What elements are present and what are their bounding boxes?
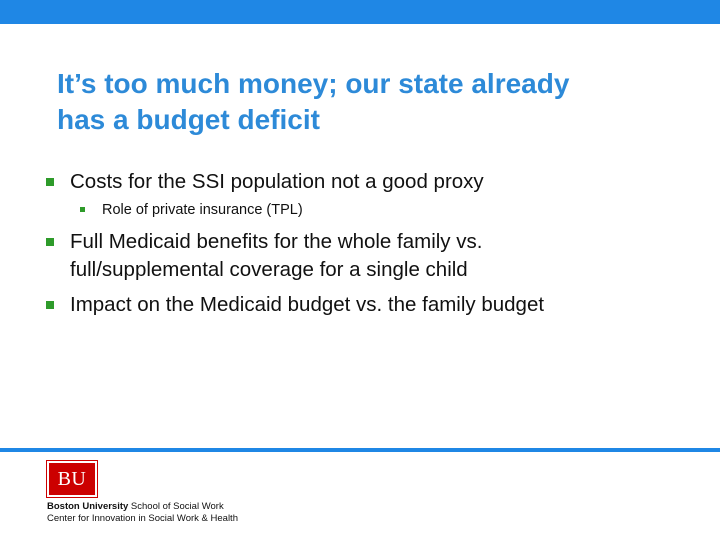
- slide-title-line-1: It’s too much money; our state already: [57, 68, 570, 99]
- center-name: Center for Innovation in Social Work & H…: [47, 513, 238, 524]
- bullet-text: Impact on the Medicaid budget vs. the fa…: [70, 293, 545, 316]
- square-bullet-icon: [46, 178, 54, 186]
- square-bullet-icon: [46, 301, 54, 309]
- bullet-item: Full Medicaid benefits for the whole fam…: [46, 228, 482, 284]
- bu-logo: BU: [46, 460, 98, 498]
- sub-bullet-item: Role of private insurance (TPL): [80, 200, 303, 220]
- top-accent-bar: [0, 0, 720, 24]
- bullet-item: Costs for the SSI population not a good …: [46, 168, 484, 196]
- school-name: Boston University School of Social Work: [47, 501, 224, 513]
- school-name-rest: School of Social Work: [128, 501, 224, 512]
- bullet-text: full/supplemental coverage for a single …: [70, 258, 468, 281]
- bullet-text: Role of private insurance (TPL): [102, 202, 303, 218]
- square-bullet-icon: [46, 238, 54, 246]
- bullet-item: Impact on the Medicaid budget vs. the fa…: [46, 291, 544, 319]
- slide-title-line-2: has a budget deficit: [57, 104, 320, 135]
- square-bullet-icon: [80, 207, 85, 212]
- bullet-text: Full Medicaid benefits for the whole fam…: [70, 230, 483, 253]
- footer-divider: [0, 448, 720, 452]
- slide-title: It’s too much money; our state already h…: [57, 66, 697, 138]
- school-name-bold: Boston University: [47, 501, 129, 512]
- bullet-text: Costs for the SSI population not a good …: [70, 170, 484, 193]
